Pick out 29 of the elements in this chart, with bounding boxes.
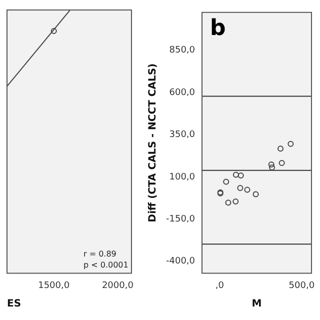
y-tick-label: 850,0 [169,46,196,56]
point [268,161,274,168]
point [252,191,259,198]
y-tick-label: 350,0 [169,130,196,140]
x-axis-title: M [252,298,262,310]
point [288,140,294,147]
point [223,178,230,185]
point [225,200,232,206]
y-tick-label: -150,0 [166,214,196,225]
annotation: r = 0.89 [83,249,116,258]
y-tick-label: 600,0 [169,88,196,98]
point [232,198,239,204]
point [237,184,244,191]
x-tick-label: ,0 [215,280,224,291]
chart-title: b [210,16,226,42]
y-tick-label: -400,0 [166,256,196,267]
x-axis-title: ES [7,298,22,310]
y-tick-label: 100,0 [169,172,196,182]
y-axis-title: Diff (CTA CALS - NCCT CALS) [148,63,159,222]
point [238,172,244,178]
point [232,172,239,178]
x-tick-label: 1500,0 [38,280,70,291]
point [278,146,284,152]
x-tick-label: 500,0 [288,280,315,291]
point [278,160,285,166]
point [269,164,275,171]
annotation: p < 0.0001 [83,260,128,270]
x-tick-label: 2000,0 [102,280,134,291]
point [244,186,250,193]
